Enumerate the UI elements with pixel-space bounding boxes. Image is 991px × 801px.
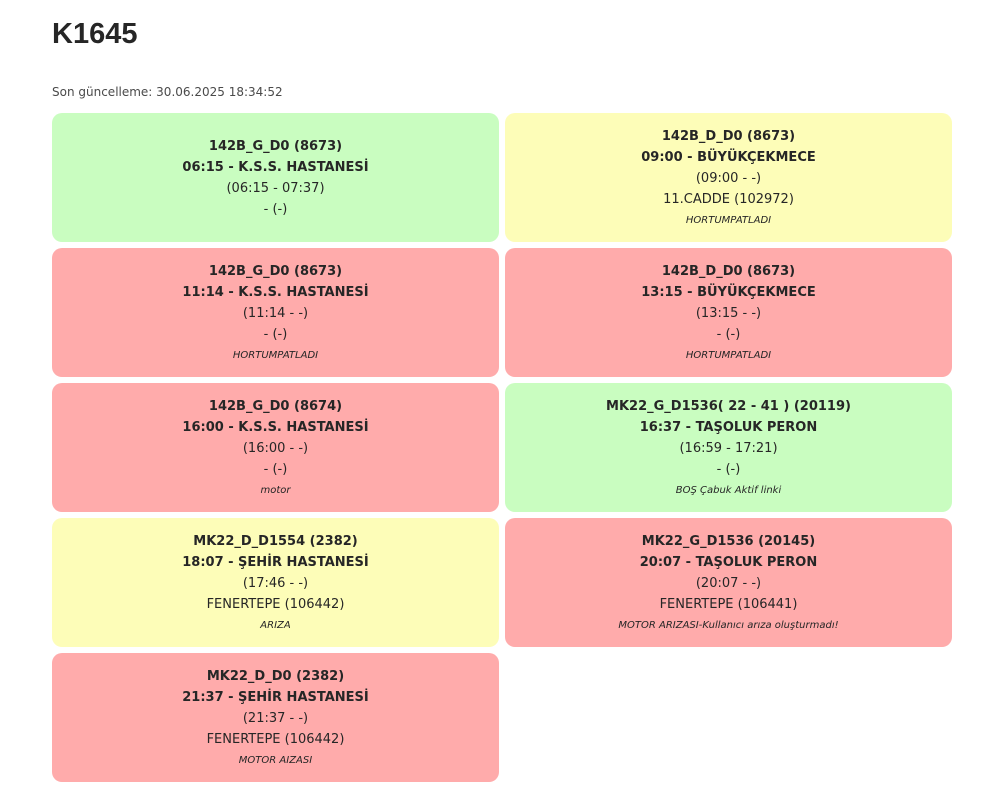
trip-route: 142B_G_D0 (8673) — [208, 263, 343, 279]
trip-route: MK22_G_D1536 (20145) — [641, 533, 816, 549]
trip-route: 142B_G_D0 (8674) — [208, 398, 343, 414]
trip-card-grid: 142B_G_D0 (8673) 06:15 - K.S.S. HASTANES… — [52, 113, 952, 782]
last-update-text: Son güncelleme: 30.06.2025 18:34:52 — [52, 85, 283, 99]
trip-card[interactable]: MK22_G_D1536 (20145) 20:07 - TAŞOLUK PER… — [505, 518, 952, 647]
trip-route: MK22_G_D1536( 22 - 41 ) (20119) — [606, 398, 851, 414]
trip-location: - (-) — [263, 201, 288, 217]
trip-card[interactable]: 142B_G_D0 (8673) 11:14 - K.S.S. HASTANES… — [52, 248, 499, 377]
trip-card[interactable]: 142B_D_D0 (8673) 09:00 - BÜYÜKÇEKMECE (0… — [505, 113, 952, 242]
trip-note: ARIZA — [260, 619, 291, 631]
trip-location: FENERTEPE (106442) — [206, 596, 345, 612]
trip-times: (20:07 - -) — [695, 575, 762, 591]
trip-departure: 09:00 - BÜYÜKÇEKMECE — [641, 149, 816, 165]
trip-note: HORTUMPATLADI — [685, 214, 772, 226]
trip-location: 11.CADDE (102972) — [663, 191, 794, 207]
trip-location: - (-) — [263, 461, 288, 477]
trip-location: - (-) — [716, 461, 741, 477]
trip-route: 142B_D_D0 (8673) — [661, 128, 796, 144]
trip-note: motor — [260, 484, 291, 496]
trip-card[interactable]: 142B_G_D0 (8673) 06:15 - K.S.S. HASTANES… — [52, 113, 499, 242]
page-title: K1645 — [52, 18, 138, 50]
trip-note: HORTUMPATLADI — [685, 349, 772, 361]
trip-card[interactable]: 142B_G_D0 (8674) 16:00 - K.S.S. HASTANES… — [52, 383, 499, 512]
trip-route: MK22_D_D0 (2382) — [206, 668, 345, 684]
trip-route: MK22_D_D1554 (2382) — [193, 533, 358, 549]
trip-departure: 18:07 - ŞEHİR HASTANESİ — [182, 554, 369, 570]
trip-times: (13:15 - -) — [695, 305, 762, 321]
trip-departure: 16:00 - K.S.S. HASTANESİ — [182, 419, 369, 435]
trip-note: MOTOR ARIZASI-Kullanıcı arıza oluşturmad… — [618, 619, 839, 631]
trip-departure: 20:07 - TAŞOLUK PERON — [639, 554, 818, 570]
trip-route: 142B_G_D0 (8673) — [208, 138, 343, 154]
trip-times: (21:37 - -) — [242, 710, 309, 726]
trip-location: FENERTEPE (106442) — [206, 731, 345, 747]
trip-departure: 13:15 - BÜYÜKÇEKMECE — [641, 284, 816, 300]
trip-location: - (-) — [716, 326, 741, 342]
trip-location: FENERTEPE (106441) — [659, 596, 798, 612]
trip-times: (17:46 - -) — [242, 575, 309, 591]
trip-location: - (-) — [263, 326, 288, 342]
trip-departure: 21:37 - ŞEHİR HASTANESİ — [182, 689, 369, 705]
trip-departure: 11:14 - K.S.S. HASTANESİ — [182, 284, 369, 300]
trip-note: HORTUMPATLADI — [232, 349, 319, 361]
trip-card[interactable]: 142B_D_D0 (8673) 13:15 - BÜYÜKÇEKMECE (1… — [505, 248, 952, 377]
trip-note: BOŞ Çabuk Aktif linki — [675, 484, 782, 496]
trip-departure: 06:15 - K.S.S. HASTANESİ — [182, 159, 369, 175]
trip-times: (06:15 - 07:37) — [226, 180, 325, 196]
trip-times: (16:59 - 17:21) — [679, 440, 778, 456]
trip-times: (11:14 - -) — [242, 305, 309, 321]
trip-note: MOTOR AIZASI — [238, 754, 313, 766]
trip-departure: 16:37 - TAŞOLUK PERON — [639, 419, 818, 435]
trip-card[interactable]: MK22_G_D1536( 22 - 41 ) (20119) 16:37 - … — [505, 383, 952, 512]
trip-route: 142B_D_D0 (8673) — [661, 263, 796, 279]
trip-card[interactable]: MK22_D_D0 (2382) 21:37 - ŞEHİR HASTANESİ… — [52, 653, 499, 782]
trip-times: (16:00 - -) — [242, 440, 309, 456]
trip-card[interactable]: MK22_D_D1554 (2382) 18:07 - ŞEHİR HASTAN… — [52, 518, 499, 647]
trip-times: (09:00 - -) — [695, 170, 762, 186]
